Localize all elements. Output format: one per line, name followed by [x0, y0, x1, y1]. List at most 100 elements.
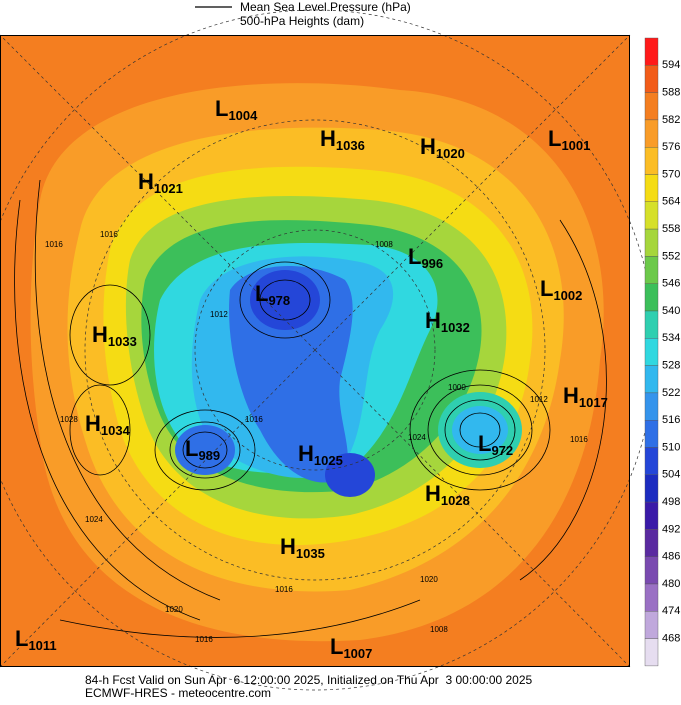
- center-kind: H: [320, 126, 336, 151]
- colorbar-swatch: [644, 447, 659, 475]
- height-band: [250, 270, 320, 330]
- contour-label: 1016: [45, 240, 63, 249]
- colorbar-swatch: [644, 37, 659, 66]
- colorbar-swatch: [644, 201, 659, 230]
- center-value: 1036: [336, 138, 365, 153]
- isobars: [14, 179, 607, 638]
- pressure-center: H1035: [280, 534, 325, 562]
- contour-label: 1020: [165, 605, 183, 614]
- center-kind: L: [15, 626, 28, 651]
- colorbar-swatch: [644, 228, 659, 257]
- center-kind: H: [298, 441, 314, 466]
- center-kind: L: [330, 634, 343, 659]
- pressure-center: H1021: [138, 169, 183, 197]
- center-value: 1035: [296, 546, 325, 561]
- contour-label: 1016: [570, 435, 588, 444]
- pressure-center: H1033: [92, 322, 137, 350]
- colorbar-swatch: [644, 611, 659, 639]
- colorbar-label: 540: [662, 305, 680, 317]
- colorbar-swatch: [644, 92, 659, 121]
- colorbar-label: 486: [662, 551, 680, 563]
- center-kind: H: [425, 481, 441, 506]
- colorbar-label: 468: [662, 633, 680, 645]
- colorbar-swatch: [644, 420, 659, 448]
- center-value: 1017: [579, 395, 608, 410]
- footer-line: ECMWF-HRES - meteocentre.com: [85, 686, 271, 700]
- center-value: 1021: [154, 181, 183, 196]
- colorbar-label: 474: [662, 605, 680, 617]
- colorbar-swatch: [644, 119, 659, 148]
- colorbar-swatch: [644, 174, 659, 202]
- center-kind: H: [92, 322, 108, 347]
- contour-label: 1016: [100, 230, 118, 239]
- colorbar-label: 498: [662, 496, 680, 508]
- center-value: 989: [198, 448, 220, 463]
- contour-label: 1012: [530, 395, 548, 404]
- contour-label: 1020: [420, 575, 438, 584]
- pressure-center: L1004: [215, 96, 258, 124]
- contour-label: 1000: [448, 383, 466, 392]
- colorbar-swatch: [644, 638, 659, 667]
- colorbar-label: 582: [662, 114, 680, 126]
- center-kind: H: [425, 308, 441, 333]
- colorbar-swatch: [644, 556, 659, 585]
- colorbar-swatch: [644, 501, 659, 530]
- contour-label: 1016: [195, 635, 213, 644]
- center-value: 1033: [108, 334, 137, 349]
- center-kind: L: [548, 126, 561, 151]
- center-kind: H: [138, 169, 154, 194]
- colorbar-label: 570: [662, 168, 680, 180]
- center-value: 1028: [441, 493, 470, 508]
- pressure-center: H1036: [320, 126, 365, 154]
- pressure-center: H1025: [298, 441, 343, 469]
- colorbar-label: 510: [662, 441, 680, 453]
- height-band: [325, 453, 375, 497]
- colorbar-label: 552: [662, 250, 680, 262]
- center-value: 1004: [228, 108, 258, 123]
- center-kind: L: [408, 244, 421, 269]
- center-kind: L: [255, 281, 268, 306]
- pressure-center: H1017: [563, 383, 608, 411]
- colorbar-label: 576: [662, 141, 680, 153]
- center-value: 1020: [436, 146, 465, 161]
- colorbar-swatch: [644, 338, 659, 366]
- contour-label: 1012: [210, 310, 228, 319]
- colorbar-swatch: [644, 392, 659, 421]
- center-value: 996: [421, 256, 443, 271]
- center-value: 978: [268, 293, 290, 308]
- contour-label: 1024: [408, 433, 426, 442]
- legend-line-label: Mean Sea Level Pressure (hPa): [240, 0, 411, 14]
- pressure-center: L989: [185, 436, 220, 464]
- pressure-center: H1032: [425, 308, 470, 336]
- contour-label: 1008: [430, 625, 448, 634]
- colorbar-swatch: [644, 283, 659, 312]
- map-frame: [0, 35, 630, 667]
- pressure-center: L1001: [548, 126, 590, 154]
- contour-label: 1016: [275, 585, 293, 594]
- colorbar-label: 588: [662, 87, 680, 99]
- pressure-center: H1020: [420, 134, 465, 162]
- colorbar-label: 516: [662, 414, 680, 426]
- colorbar-swatch: [644, 310, 659, 339]
- center-value: 1025: [314, 453, 343, 468]
- center-value: 1007: [343, 646, 372, 661]
- colorbar-label: 480: [662, 578, 680, 590]
- colorbar-swatch: [644, 256, 659, 284]
- contour-label: 1028: [60, 415, 78, 424]
- height-band: [175, 425, 235, 475]
- colorbar-swatch: [644, 365, 659, 394]
- pressure-center: L978: [255, 281, 290, 309]
- colorbar-label: 594: [662, 59, 680, 71]
- pressure-center: L1011: [15, 626, 57, 654]
- colorbar-swatch: [644, 583, 659, 612]
- center-kind: L: [540, 276, 553, 301]
- colorbar-label: 522: [662, 387, 680, 399]
- center-value: 1011: [28, 638, 56, 653]
- pressure-center: H1028: [425, 481, 470, 509]
- center-value: 1001: [561, 138, 590, 153]
- center-kind: L: [185, 436, 198, 461]
- pressure-center: L996: [408, 244, 443, 272]
- center-kind: L: [215, 96, 228, 121]
- center-kind: H: [85, 411, 101, 436]
